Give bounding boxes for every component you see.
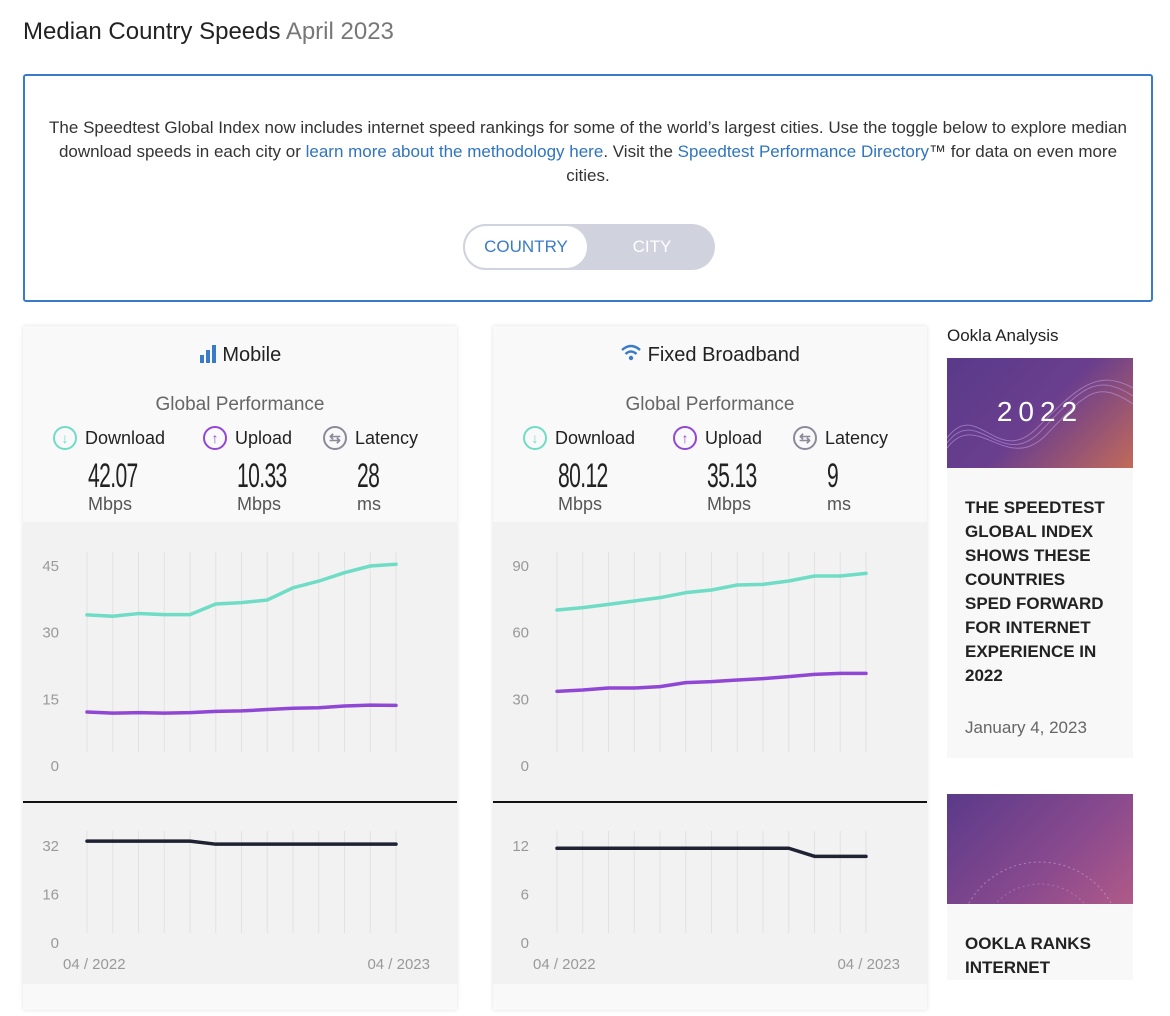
notice-text: The Speedtest Global Index now includes … (49, 118, 1127, 161)
series-line-download (85, 562, 398, 618)
notice-text: . Visit the (603, 142, 678, 161)
metric-unit: Mbps (237, 494, 282, 514)
download-icon: ↓ (523, 426, 547, 450)
y-tick-label: 12 (512, 838, 529, 855)
card-title-text: Mobile (222, 344, 282, 366)
article-card[interactable]: 2022 The Speedtest Global Index shows th… (947, 358, 1133, 758)
global-performance-label: Global Performance (155, 394, 325, 415)
metric-value: 80.12 (558, 457, 608, 495)
performance-directory-link[interactable]: Speedtest Performance Directory (677, 142, 929, 161)
metric-unit: Mbps (707, 494, 752, 514)
fixed-broadband-card: Fixed Broadband Global Performance ↓ Downl… (493, 326, 927, 1010)
metric-label: Upload (235, 427, 293, 448)
download-icon: ↓ (53, 426, 77, 450)
page-title: Median Country Speeds April 2023 (23, 18, 394, 46)
wifi-icon (621, 344, 641, 361)
metric-label: Download (85, 427, 166, 448)
metric-value: 35.13 (707, 457, 757, 495)
signal-bars-icon (199, 345, 216, 363)
country-city-toggle[interactable]: COUNTRY CITY (463, 224, 715, 270)
y-tick-label: 90 (512, 558, 529, 575)
metric-value: 42.07 (88, 457, 138, 495)
y-tick-label: 16 (42, 887, 59, 904)
metric-value: 28 (357, 457, 380, 495)
metric-download: ↓ Download (523, 426, 635, 450)
card-title: Mobile (23, 344, 457, 367)
metric-label: Upload (705, 427, 763, 448)
metric-latency: ⇆ Latency (323, 426, 418, 450)
info-box: The Speedtest Global Index now includes … (23, 74, 1153, 302)
chart-divider (23, 801, 457, 803)
series-line-latency (85, 839, 398, 846)
metric-value: 10.33 (237, 457, 287, 495)
upload-icon: ↑ (673, 426, 697, 450)
y-tick-label: 0 (51, 758, 59, 775)
series-line-latency (555, 846, 868, 859)
card-header: Mobile Global Performance ↓ Download 42.07… (23, 326, 457, 522)
y-tick-label: 0 (521, 758, 529, 775)
metric-label: Latency (825, 427, 889, 448)
mobile-card: Mobile Global Performance ↓ Download 42.07… (23, 326, 457, 1010)
speed-chart: 0 15 30 45 (42, 552, 398, 775)
article-title[interactable]: The Speedtest Global Index shows these c… (965, 498, 1105, 685)
side-heading: Ookla Analysis (947, 326, 1059, 345)
title-date: April 2023 (285, 18, 394, 45)
article-card[interactable]: Ookla ranks internet (947, 794, 1133, 980)
latency-chart: 0 16 32 04 / 2022 04 / 2023 (42, 831, 430, 973)
notice-text: ™ for data on even more cities. (566, 142, 1118, 185)
y-tick-label: 60 (512, 625, 529, 642)
y-tick-label: 6 (521, 887, 529, 904)
metric-unit: Mbps (558, 494, 603, 514)
global-performance-label: Global Performance (625, 394, 795, 415)
card-title-text: Fixed Broadband (647, 344, 800, 366)
article-date: January 4, 2023 (965, 718, 1087, 737)
methodology-link[interactable]: learn more about the methodology here (305, 142, 604, 161)
metric-latency: ⇆ Latency (793, 426, 888, 450)
metric-upload: ↑ Upload (673, 426, 762, 450)
series-line-download (555, 571, 868, 612)
metric-value: 9 (827, 457, 839, 495)
article-image[interactable]: 2022 (947, 358, 1133, 468)
y-tick-label: 30 (512, 691, 529, 708)
metric-unit: ms (357, 494, 381, 514)
series-line-upload (85, 703, 398, 715)
speed-chart: 0 30 60 90 (512, 552, 868, 775)
toggle-country[interactable]: COUNTRY (463, 224, 589, 270)
latency-chart: 0 6 12 04 / 2022 04 / 2023 (512, 831, 900, 973)
y-tick-label: 30 (42, 625, 59, 642)
wave-graphic (947, 379, 1133, 449)
image-text: 2022 (996, 396, 1084, 427)
article-image[interactable] (947, 794, 1133, 904)
metric-label: Download (555, 427, 636, 448)
metric-unit: Mbps (88, 494, 133, 514)
ookla-analysis: Ookla Analysis 2022 The Speedtest Global… (947, 326, 1133, 1016)
upload-icon: ↑ (203, 426, 227, 450)
x-tick-label: 04 / 2023 (367, 956, 430, 973)
y-tick-label: 0 (521, 935, 529, 952)
y-tick-label: 45 (42, 558, 59, 575)
toggle-city[interactable]: CITY (632, 237, 672, 256)
y-tick-label: 15 (42, 691, 59, 708)
metric-upload: ↑ Upload (203, 426, 292, 450)
metric-label: Latency (355, 427, 419, 448)
y-tick-label: 0 (51, 935, 59, 952)
series-line-upload (555, 671, 868, 694)
article-title[interactable]: Ookla ranks internet (965, 934, 1091, 977)
card-footer (23, 984, 457, 1010)
card-footer (493, 984, 927, 1010)
latency-icon: ⇆ (323, 426, 347, 450)
metric-unit: ms (827, 494, 851, 514)
card-title: Fixed Broadband (493, 344, 927, 367)
title-text: Median Country Speeds (23, 18, 281, 45)
x-tick-label: 04 / 2023 (837, 956, 900, 973)
metric-download: ↓ Download (53, 426, 165, 450)
globe-graphic (967, 861, 1113, 904)
x-tick-label: 04 / 2022 (533, 956, 596, 973)
y-tick-label: 32 (42, 838, 59, 855)
latency-icon: ⇆ (793, 426, 817, 450)
chart-divider (493, 801, 927, 803)
card-header: Fixed Broadband Global Performance ↓ Downl… (493, 326, 927, 522)
x-tick-label: 04 / 2022 (63, 956, 126, 973)
